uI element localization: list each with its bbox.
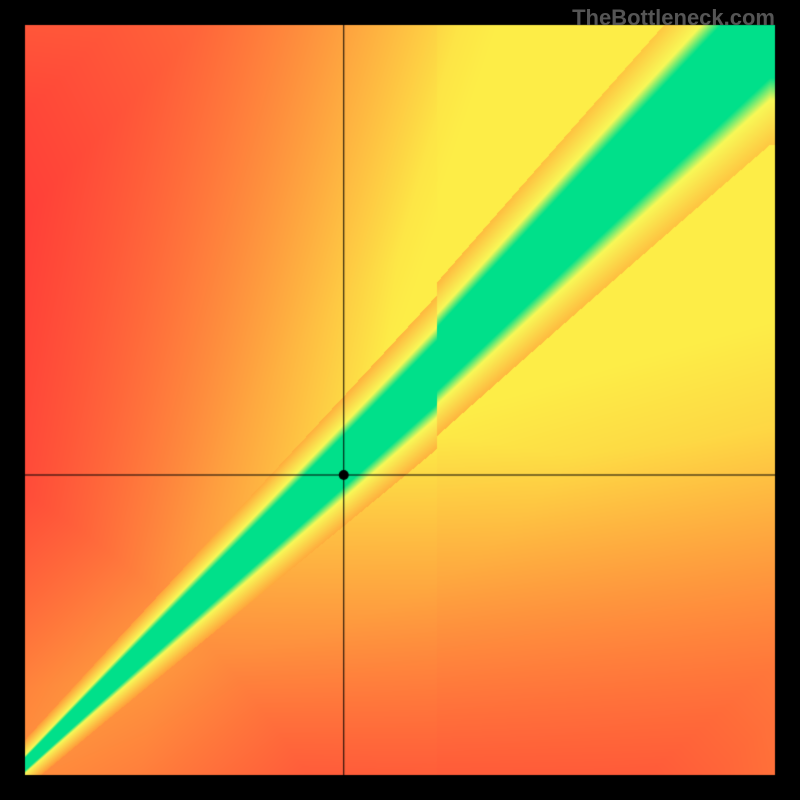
- bottleneck-heatmap: [0, 0, 800, 800]
- watermark-text: TheBottleneck.com: [572, 5, 775, 31]
- chart-container: TheBottleneck.com: [0, 0, 800, 800]
